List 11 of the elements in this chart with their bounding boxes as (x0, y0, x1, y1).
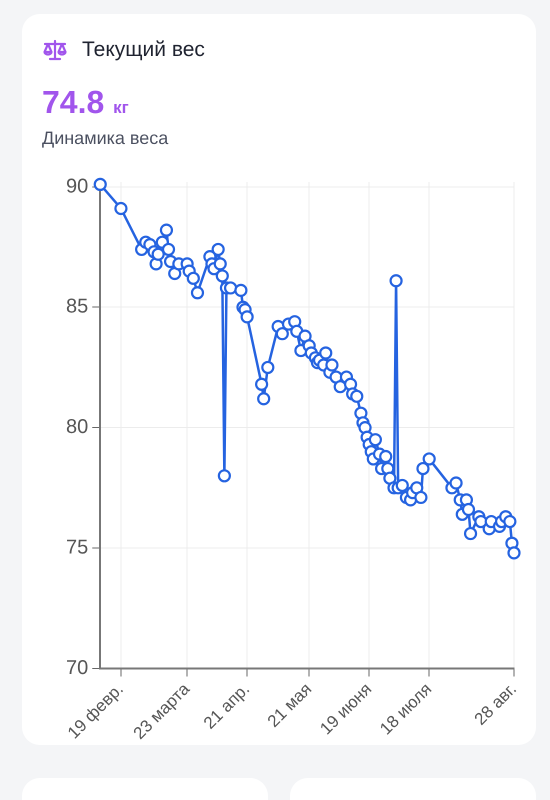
y-tick-label: 70 (66, 656, 88, 679)
y-tick-label: 80 (66, 416, 88, 438)
text: 74.8 кг (42, 84, 129, 120)
x-tick-label: 21 апр. (200, 679, 254, 733)
chart-title: Текущий вес (82, 38, 205, 62)
y-tick-label: 90 (66, 175, 88, 198)
y-tick-label: 75 (66, 536, 88, 559)
chart-subtitle: Динамика веса (42, 128, 168, 149)
y-tick-label: 85 (66, 296, 88, 318)
x-tick-label: 21 мая (264, 679, 316, 731)
x-tick-label: 28 авг. (470, 679, 520, 729)
